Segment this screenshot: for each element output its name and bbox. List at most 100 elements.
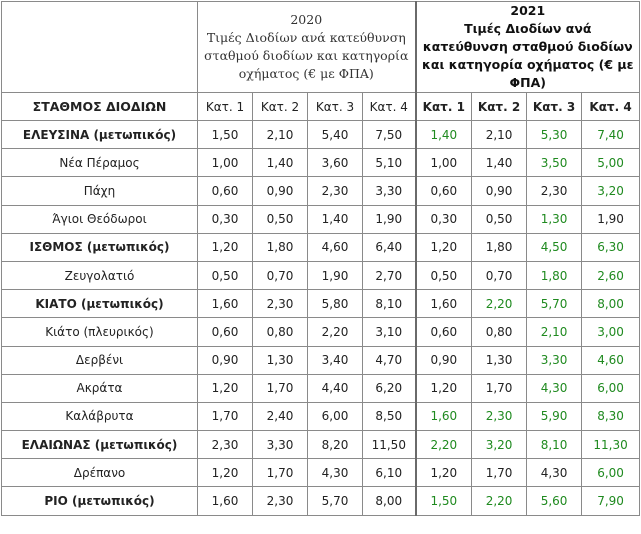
price-2020-cat4: 6,20 — [361, 373, 417, 403]
price-2021-cat2: 1,30 — [471, 345, 528, 375]
price-2020-cat3: 4,40 — [307, 373, 363, 403]
cat-2021-3: Κατ. 3 — [526, 92, 583, 121]
price-2020-cat3: 2,30 — [307, 176, 363, 206]
price-2020-cat2: 1,30 — [252, 345, 308, 375]
table-row: ΕΛΑΙΩΝΑΣ (μετωπικός) 2,30 3,30 8,20 11,50 2,2… — [1, 430, 641, 460]
cat-2021-1: Κατ. 1 — [414, 92, 473, 121]
price-2020-cat1: 0,50 — [197, 260, 253, 291]
price-2020-cat4: 5,10 — [361, 148, 417, 178]
price-2021-cat3: 2,30 — [526, 176, 583, 206]
table-row: Καλάβρυτα 1,70 2,40 6,00 8,50 1,60 2,30 5,90 8,3… — [1, 401, 641, 432]
station-name: Νέα Πέραμος — [1, 148, 198, 178]
price-2021-cat1: 0,60 — [414, 317, 473, 347]
table-row: ΡΙΟ (μετωπικός) 1,60 2,30 5,70 8,00 1,50 2,20 5… — [1, 486, 641, 516]
price-2021-cat2: 2,20 — [471, 486, 528, 516]
price-2021-cat3: 4,50 — [526, 232, 583, 262]
price-2021-cat1: 1,40 — [414, 119, 473, 150]
price-2020-cat3: 3,60 — [307, 148, 363, 178]
price-2021-cat2: 1,70 — [471, 458, 528, 488]
station-name: ΙΣΘΜΟΣ (μετωπικός) — [1, 232, 198, 262]
price-2021-cat2: 2,20 — [471, 289, 528, 319]
price-2021-cat3: 5,90 — [526, 401, 583, 432]
station-name: Δερβένι — [1, 345, 198, 375]
cat-2020-4: Κατ. 4 — [361, 92, 417, 121]
station-name: Κιάτο (πλευρικός) — [1, 317, 198, 347]
price-2020-cat4: 8,00 — [361, 486, 417, 516]
price-2021-cat1: 0,90 — [414, 345, 473, 375]
toll-price-table: 2020 Τιμές Διοδίων ανά κατεύθυνση σταθμο… — [1, 1, 641, 516]
price-2020-cat1: 0,30 — [197, 204, 253, 234]
price-2021-cat3: 5,70 — [526, 289, 583, 319]
price-2021-cat3: 2,10 — [526, 317, 583, 347]
price-2020-cat3: 6,00 — [307, 401, 363, 432]
price-2021-cat2: 2,30 — [471, 401, 528, 432]
price-2020-cat2: 1,70 — [252, 373, 308, 403]
price-2021-cat4: 11,30 — [581, 430, 641, 460]
cat-2020-2: Κατ. 2 — [252, 92, 308, 121]
price-2020-cat1: 0,60 — [197, 317, 253, 347]
price-2021-cat3: 1,30 — [526, 204, 583, 234]
cat-2020-1: Κατ. 1 — [197, 92, 253, 121]
price-2021-cat4: 4,60 — [581, 345, 641, 375]
price-2020-cat4: 8,10 — [361, 289, 417, 319]
table-row: Νέα Πέραμος 1,00 1,40 3,60 5,10 1,00 1,40 3,50 5… — [1, 148, 641, 178]
price-2021-cat1: 1,60 — [414, 401, 473, 432]
station-name: Ακράτα — [1, 373, 198, 403]
price-2020-cat2: 2,10 — [252, 119, 308, 150]
price-2021-cat3: 3,50 — [526, 148, 583, 178]
header-corner-cell — [1, 1, 198, 93]
station-column-header: ΣΤΑΘΜΟΣ ΔΙΟΔΙΩΝ — [1, 92, 198, 121]
price-2021-cat4: 2,60 — [581, 260, 641, 291]
price-2020-cat3: 5,70 — [307, 486, 363, 516]
price-2020-cat3: 5,80 — [307, 289, 363, 319]
price-2020-cat1: 1,50 — [197, 119, 253, 150]
price-2021-cat1: 1,20 — [414, 458, 473, 488]
cat-2021-4: Κατ. 4 — [581, 92, 641, 121]
station-name: Δρέπανο — [1, 458, 198, 488]
price-2020-cat1: 0,60 — [197, 176, 253, 206]
price-2020-cat4: 11,50 — [361, 430, 417, 460]
price-2021-cat3: 8,10 — [526, 430, 583, 460]
station-name: ΕΛΑΙΩΝΑΣ (μετωπικός) — [1, 430, 198, 460]
price-2021-cat4: 8,30 — [581, 401, 641, 432]
station-name: Καλάβρυτα — [1, 401, 198, 432]
price-2020-cat4: 6,10 — [361, 458, 417, 488]
price-2021-cat2: 0,80 — [471, 317, 528, 347]
price-2021-cat3: 5,30 — [526, 119, 583, 150]
price-2021-cat1: 1,00 — [414, 148, 473, 178]
price-2020-cat2: 0,70 — [252, 260, 308, 291]
price-2020-cat4: 7,50 — [361, 119, 417, 150]
price-2020-cat2: 2,30 — [252, 486, 308, 516]
price-2020-cat3: 1,40 — [307, 204, 363, 234]
price-2020-cat2: 1,70 — [252, 458, 308, 488]
station-name: ΕΛΕΥΣΙΝΑ (μετωπικός) — [1, 119, 198, 150]
header-year-row: 2020 Τιμές Διοδίων ανά κατεύθυνση σταθμο… — [1, 1, 641, 93]
price-2020-cat3: 8,20 — [307, 430, 363, 460]
price-2020-cat3: 4,30 — [307, 458, 363, 488]
price-2021-cat2: 1,70 — [471, 373, 528, 403]
price-2021-cat3: 5,60 — [526, 486, 583, 516]
price-2020-cat1: 1,70 — [197, 401, 253, 432]
price-2020-cat3: 5,40 — [307, 119, 363, 150]
price-2021-cat3: 4,30 — [526, 458, 583, 488]
price-2021-cat2: 1,40 — [471, 148, 528, 178]
header-2021: 2021 Τιμές Διοδίων ανά κατεύθυνση σταθμο… — [414, 1, 641, 93]
price-2021-cat4: 1,90 — [581, 204, 641, 234]
price-2020-cat3: 3,40 — [307, 345, 363, 375]
table-row: ΚΙΑΤΟ (μετωπικός) 1,60 2,30 5,80 8,10 1,60 2,2… — [1, 289, 641, 319]
price-2020-cat2: 1,80 — [252, 232, 308, 262]
price-2020-cat2: 0,90 — [252, 176, 308, 206]
price-2021-cat4: 3,00 — [581, 317, 641, 347]
price-2021-cat1: 1,60 — [414, 289, 473, 319]
price-2021-cat1: 1,50 — [414, 486, 473, 516]
price-2020-cat1: 1,60 — [197, 486, 253, 516]
station-name: Άγιοι Θεόδωροι — [1, 204, 198, 234]
header-2020-year: 2020 — [290, 12, 323, 27]
price-2020-cat2: 1,40 — [252, 148, 308, 178]
price-2020-cat1: 1,00 — [197, 148, 253, 178]
price-2021-cat2: 0,70 — [471, 260, 528, 291]
price-2020-cat1: 1,20 — [197, 232, 253, 262]
price-2021-cat4: 7,40 — [581, 119, 641, 150]
price-2021-cat4: 3,20 — [581, 176, 641, 206]
